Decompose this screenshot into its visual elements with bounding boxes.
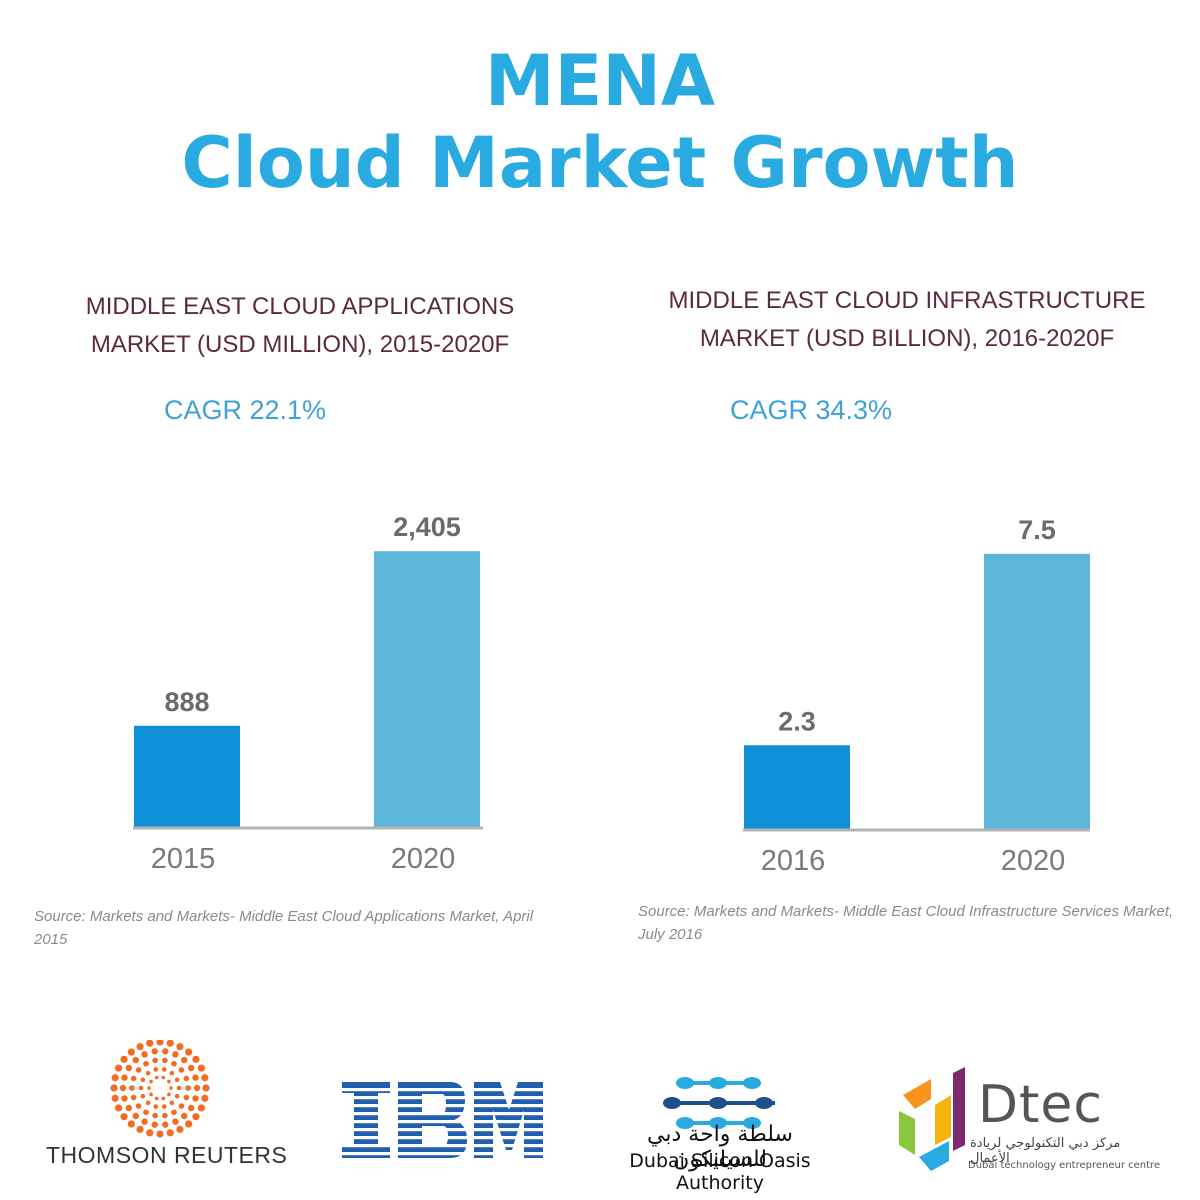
bar-2016 xyxy=(744,745,850,830)
source-note: Source: Markets and Markets- Middle East… xyxy=(638,903,1174,943)
x-tick-label: 2020 xyxy=(391,843,456,875)
page-title-line2: Cloud Market Growth xyxy=(181,122,1019,204)
ibm-logo xyxy=(340,1082,545,1158)
x-tick-label: 2015 xyxy=(151,843,216,875)
chart-title-line2: MARKET (USD BILLION), 2016-2020F xyxy=(699,325,1115,352)
page-title-line1: MENA xyxy=(484,40,716,122)
dtec-arabic-name: مركز دبي التكنولوجي لريادة الأعمال xyxy=(970,1136,1121,1166)
bar-chart-svg: 888 2015 2,405 2020 xyxy=(133,512,483,875)
cagr-label: CAGR 34.3% xyxy=(729,395,893,425)
x-tick-label: 2016 xyxy=(761,845,826,877)
thomson-reuters-logo xyxy=(110,1040,210,1138)
dtec-english-name: Dubai technology entrepreneur centre xyxy=(968,1160,1161,1171)
thomson-reuters-wordmark: THOMSON REUTERS xyxy=(46,1142,288,1168)
bar-2015 xyxy=(134,725,240,828)
bar-value-label: 2,405 xyxy=(393,512,461,542)
chart-title: MIDDLE EAST CLOUD INFRASTRUCTURE MARKET … xyxy=(607,282,1200,358)
dtec-logo-mark xyxy=(899,1067,965,1171)
cagr-label: CAGR 22.1% xyxy=(163,395,327,425)
bar-value-label: 7.5 xyxy=(1018,515,1056,545)
dsoa-logo xyxy=(663,1077,775,1129)
bar-2020 xyxy=(984,553,1090,830)
bar-value-label: 2.3 xyxy=(778,706,816,736)
dsoa-english-name: Dubai Silicon Oasis Authority xyxy=(629,1150,811,1194)
bar-chart-svg: 2.3 2016 7.5 2020 xyxy=(743,515,1090,877)
chart-title: MIDDLE EAST CLOUD APPLICATIONS MARKET (U… xyxy=(0,288,600,364)
chart-title-line1: MIDDLE EAST CLOUD APPLICATIONS xyxy=(85,293,515,320)
bar-value-label: 888 xyxy=(164,687,209,717)
source-note: Source: Markets and Markets- Middle East… xyxy=(34,908,534,948)
dtec-wordmark: Dtec xyxy=(978,1075,1104,1135)
chart-title-line1: MIDDLE EAST CLOUD INFRASTRUCTURE xyxy=(668,287,1146,314)
cloud-applications-chart: MIDDLE EAST CLOUD APPLICATIONS MARKET (U… xyxy=(0,280,600,960)
cloud-infrastructure-chart: MIDDLE EAST CLOUD INFRASTRUCTURE MARKET … xyxy=(600,280,1200,960)
bar-2020 xyxy=(374,551,480,828)
logos-strip xyxy=(0,1040,1200,1180)
dsoa-arabic-name: سلطة واحة دبي للسيليكون xyxy=(647,1122,793,1172)
x-tick-label: 2020 xyxy=(1001,845,1066,877)
chart-title-line2: MARKET (USD MILLION), 2015-2020F xyxy=(90,331,510,358)
